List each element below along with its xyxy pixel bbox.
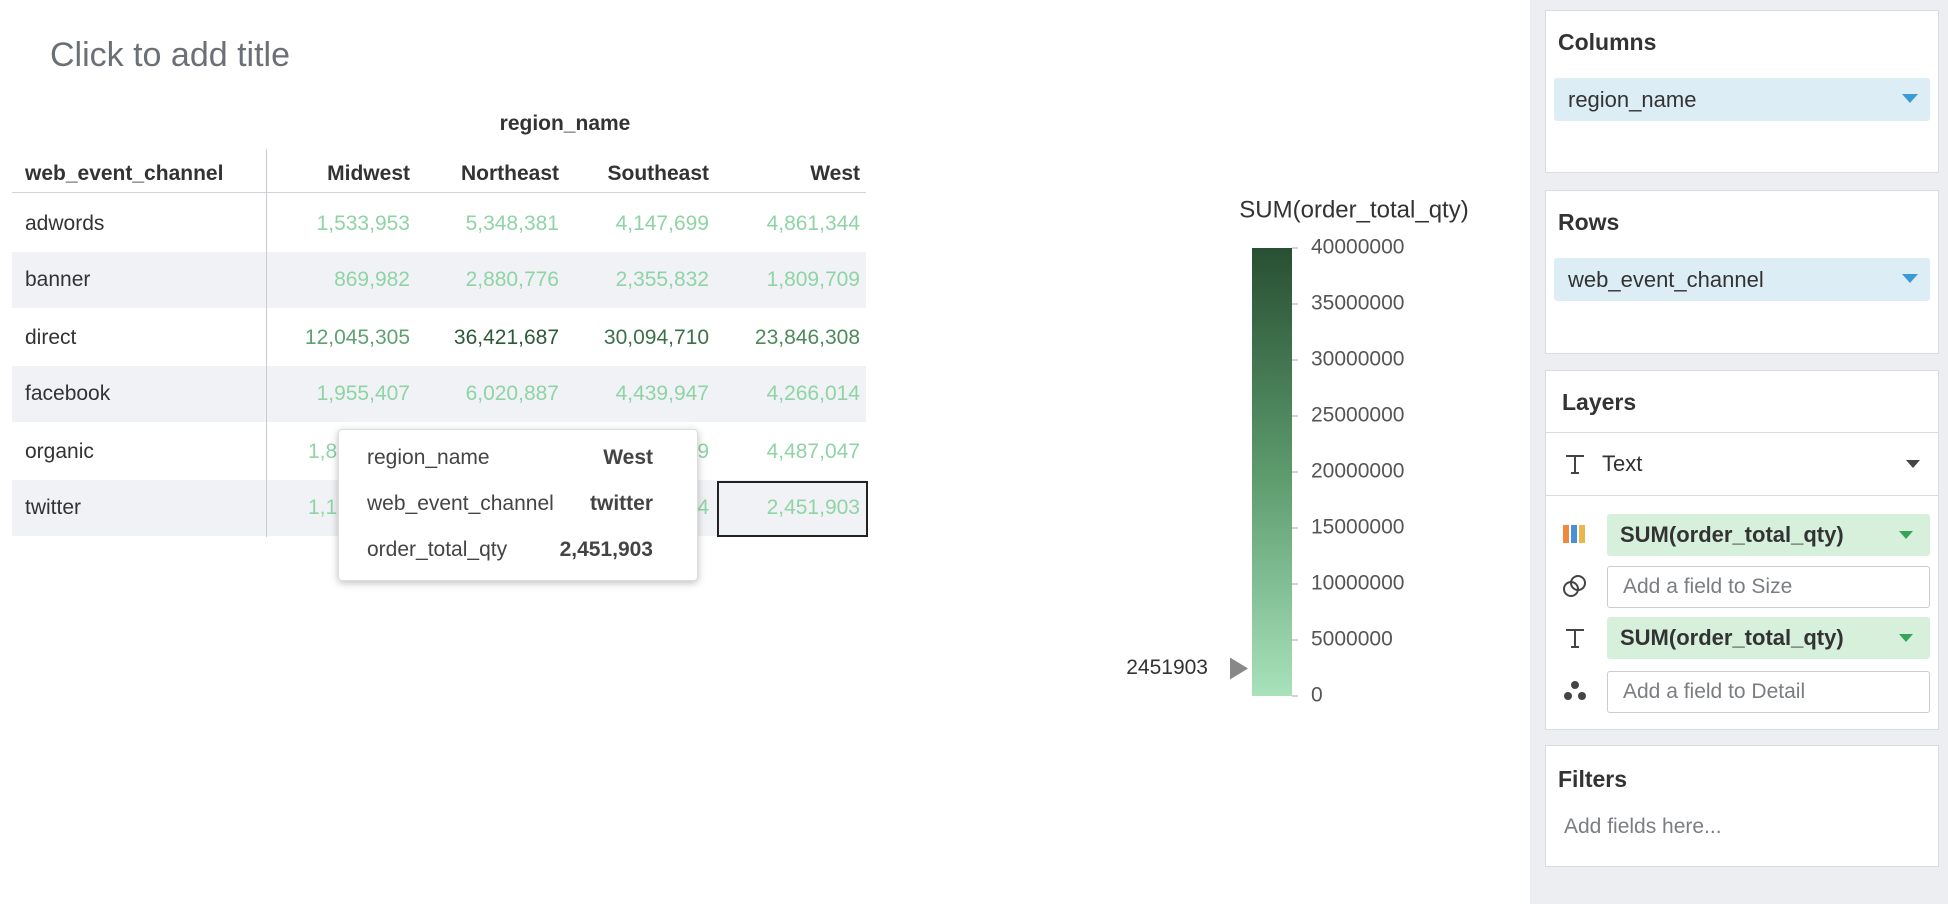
layers-card: Layers Text SUM(order_total_qty) Add a f…: [1545, 370, 1939, 730]
section-label: Layers: [1562, 389, 1637, 415]
dropdown-icon: [1902, 94, 1918, 103]
tooltip-value: twitter: [590, 492, 653, 515]
row-field: web_event_channel: [25, 162, 224, 185]
marker-label: 2451903: [1126, 656, 1208, 679]
filters-card: Filters Add fields here...: [1545, 745, 1939, 867]
cell-value: 1,1: [308, 496, 338, 519]
tick-label: 10000000: [1311, 572, 1404, 595]
color-bar: [1252, 248, 1292, 696]
field-pill[interactable]: web_event_channel: [1554, 258, 1930, 301]
divider: [1546, 495, 1938, 496]
tick-label: 20000000: [1311, 460, 1404, 483]
color-legend: SUM(order_total_qty) 0 5000000 10000000 1500…: [1126, 196, 1468, 707]
size-icon: [1563, 575, 1586, 597]
tick-label: 30000000: [1311, 348, 1404, 371]
row-label: organic: [25, 440, 94, 463]
cell-value: 1,809,709: [766, 268, 860, 291]
field-input[interactable]: Add a field to Detail: [1607, 671, 1930, 713]
row-label: banner: [25, 268, 91, 291]
dropdown-icon: [1906, 460, 1920, 468]
text-icon: [1566, 629, 1584, 648]
selected-cell: [717, 481, 868, 537]
color-icon: [1563, 525, 1585, 543]
tick-label: 5000000: [1311, 628, 1393, 651]
placeholder: Add a field to Size: [1623, 575, 1793, 598]
cell-value: 4,487,047: [766, 440, 860, 463]
detail-icon: [1564, 681, 1586, 700]
cell-value: 4: [697, 496, 709, 519]
column-header: Southeast: [607, 162, 709, 185]
tooltip: region_name West web_event_channel twitter o…: [338, 429, 698, 581]
cell-value: 23,846,308: [754, 326, 860, 349]
cell-value: 9: [697, 440, 709, 463]
cell-value: 1,955,407: [316, 382, 410, 405]
row-label: twitter: [25, 496, 82, 519]
row-band: [12, 252, 866, 308]
placeholder: Add a field to Detail: [1623, 680, 1806, 703]
cell-value: 2,355,832: [615, 268, 709, 291]
column-header: Midwest: [327, 162, 410, 185]
cell-value: 1,8: [308, 440, 338, 463]
cell-value: 4,861,344: [766, 212, 860, 235]
rows-card: Rows web_event_channel: [1545, 190, 1939, 354]
field-pill[interactable]: SUM(order_total_qty): [1607, 617, 1930, 659]
text-icon: [1566, 455, 1584, 474]
cell-value: 4,266,014: [766, 382, 860, 405]
cell-value: 4,439,947: [615, 382, 709, 405]
cell-value: 6,020,887: [465, 382, 559, 405]
field-pill[interactable]: region_name: [1554, 78, 1930, 121]
mark-type-select[interactable]: Text: [1546, 433, 1938, 495]
column-header: West: [810, 162, 860, 185]
cell-value: 36,421,687: [453, 326, 559, 349]
dropdown-icon: [1899, 531, 1913, 539]
field-name: web_event_channel: [1568, 267, 1764, 292]
tick-label: 15000000: [1311, 516, 1404, 539]
tick-label: 25000000: [1311, 404, 1404, 427]
divider: [1546, 432, 1938, 433]
cell-value: 1,533,953: [316, 212, 410, 235]
section-label: Rows: [1558, 209, 1620, 235]
row-label: facebook: [25, 382, 111, 405]
tooltip-key: order_total_qty: [367, 538, 508, 561]
row-band: [12, 366, 866, 422]
field-input[interactable]: Add a field to Size: [1607, 566, 1930, 608]
dropdown-icon: [1899, 634, 1913, 642]
tooltip-value: West: [603, 446, 653, 469]
row-divider: [266, 149, 267, 537]
section-label: Columns: [1558, 29, 1657, 55]
cell-value: 30,094,710: [603, 326, 709, 349]
cell-value: 12,045,305: [304, 326, 410, 349]
legend-title: SUM(order_total_qty): [1239, 196, 1468, 223]
column-field: region_name: [499, 112, 631, 135]
section-label: Filters: [1558, 766, 1628, 792]
column-header: Northeast: [460, 162, 559, 185]
cell-value: 4,147,699: [615, 212, 709, 235]
cell-value: 2,880,776: [465, 268, 559, 291]
tick-label: 40000000: [1311, 236, 1404, 259]
tick-label: 35000000: [1311, 292, 1404, 315]
dropdown-icon: [1902, 274, 1918, 283]
tick-label: 0: [1311, 684, 1323, 707]
tooltip-key: web_event_channel: [367, 492, 554, 515]
side-panel: Columns region_name Rows web_event_chann…: [1530, 0, 1948, 904]
value-marker: [1230, 657, 1248, 680]
field-name: region_name: [1568, 87, 1697, 112]
mark-type: Text: [1602, 451, 1643, 476]
chart-title[interactable]: Click to add title: [50, 36, 290, 74]
placeholder[interactable]: Add fields here...: [1564, 815, 1722, 838]
tooltip-key: region_name: [367, 446, 490, 469]
encoding-field: SUM(order_total_qty): [1620, 625, 1844, 650]
cell-value: 2,451,903: [766, 496, 860, 519]
header-rule: [12, 192, 866, 193]
cell-value: 869,982: [334, 268, 410, 291]
encoding-field: SUM(order_total_qty): [1620, 522, 1844, 547]
field-pill[interactable]: SUM(order_total_qty): [1607, 514, 1930, 556]
row-label: direct: [25, 326, 77, 349]
tooltip-value: 2,451,903: [559, 538, 653, 561]
cell-value: 5,348,381: [465, 212, 559, 235]
columns-card: Columns region_name: [1545, 10, 1939, 173]
row-label: adwords: [25, 212, 105, 235]
